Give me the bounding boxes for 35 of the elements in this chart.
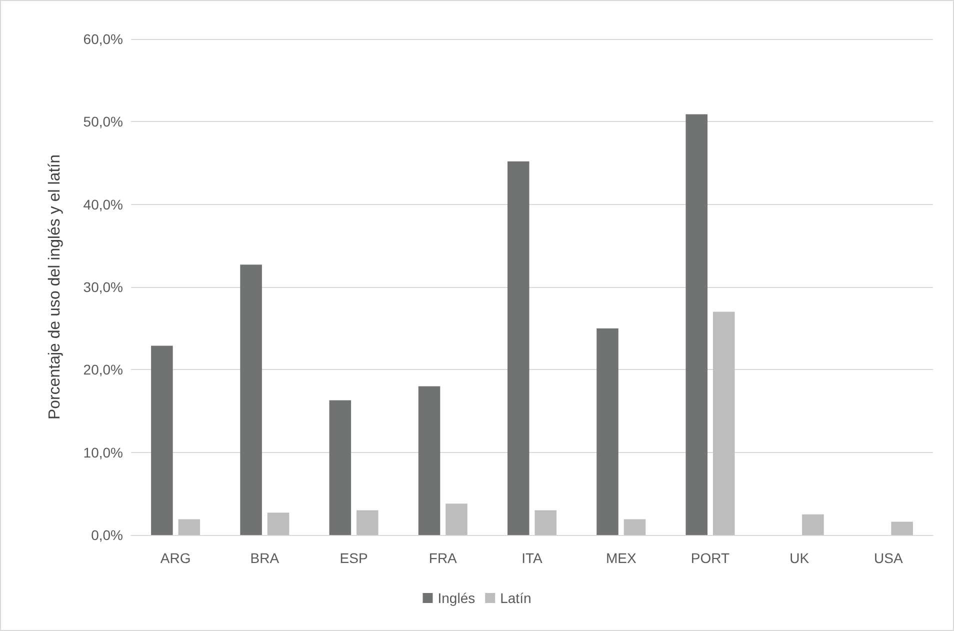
bar (596, 328, 618, 535)
x-tick-label: MEX (606, 550, 637, 566)
bar (329, 400, 352, 535)
bar (686, 114, 708, 535)
bar (356, 510, 378, 535)
x-tick-label: FRA (428, 550, 458, 566)
bar (624, 519, 646, 535)
bar (267, 512, 290, 535)
bar (712, 312, 735, 535)
y-tick-label: 50,0% (83, 114, 123, 130)
x-tick-label: UK (790, 550, 810, 566)
bar (802, 514, 824, 535)
y-tick-label: 30,0% (83, 279, 123, 295)
bar (891, 522, 913, 535)
x-tick-label: PORT (690, 550, 730, 566)
x-tick-label: ESP (340, 550, 368, 566)
bar (240, 264, 262, 535)
bar (418, 386, 440, 535)
y-tick-label: 0,0% (91, 527, 123, 543)
legend-label: Latín (500, 590, 532, 606)
bar (151, 346, 173, 535)
bar (178, 519, 200, 535)
y-tick-label: 10,0% (83, 444, 123, 460)
x-tick-label: ARG (160, 550, 191, 566)
bar (507, 161, 530, 535)
bar (534, 510, 557, 535)
y-axis-title: Porcentaje de uso del inglés y el latín (46, 154, 64, 420)
y-tick-label: 20,0% (83, 362, 123, 378)
legend-label: Inglés (438, 590, 476, 606)
bar (446, 504, 468, 535)
x-tick-label: BRA (250, 550, 280, 566)
x-tick-label: ITA (522, 550, 544, 566)
y-tick-label: 60,0% (83, 31, 123, 47)
x-tick-label: USA (874, 550, 904, 566)
y-tick-label: 40,0% (83, 196, 123, 212)
